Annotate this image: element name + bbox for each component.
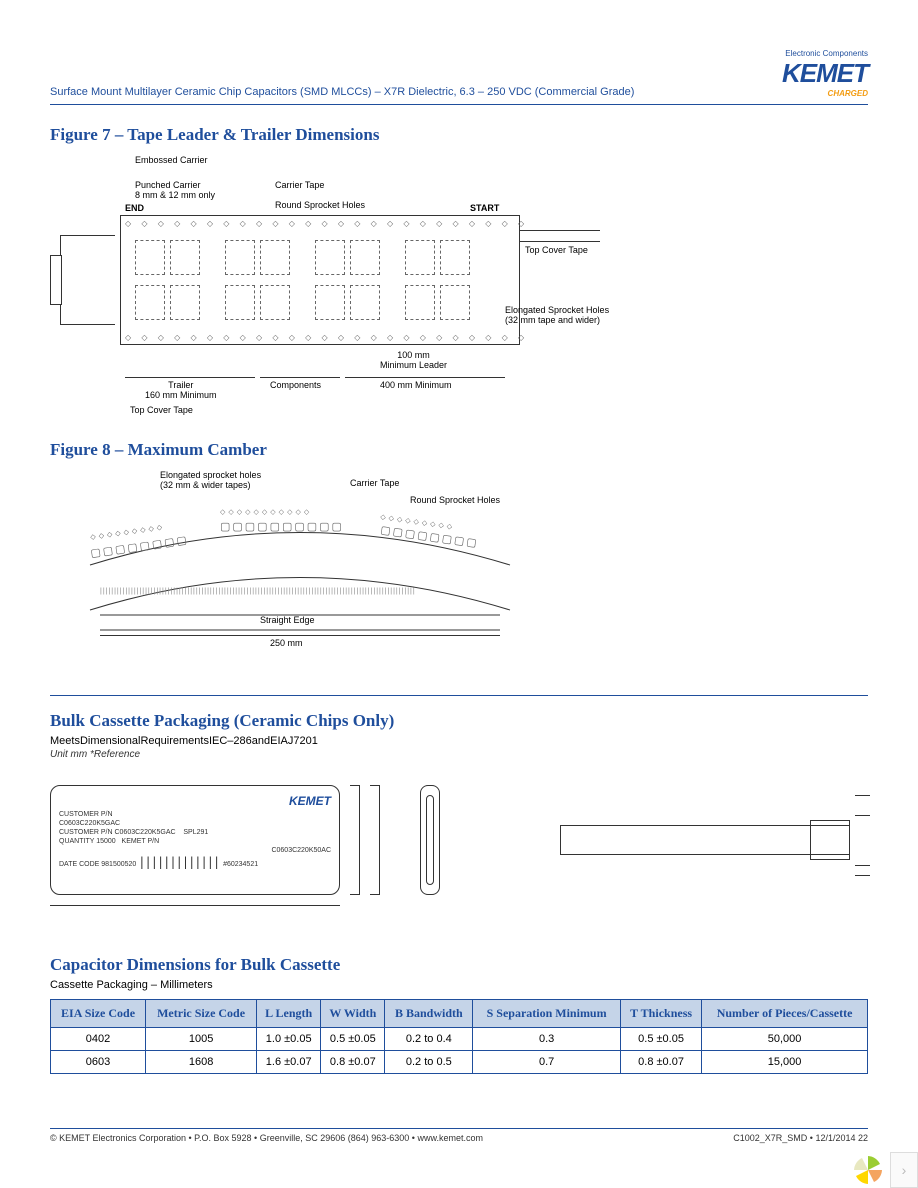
next-page-button[interactable]: › [890,1152,918,1188]
footer-right: C1002_X7R_SMD • 12/1/2014 22 [733,1133,868,1143]
fig8-carrier-tape-label: Carrier Tape [350,478,399,488]
table-header-row: EIA Size Code Metric Size Code L Length … [51,1000,868,1028]
fig7-topcover-l-label: Top Cover Tape [130,405,193,415]
col-eia: EIA Size Code [51,1000,146,1028]
logo: Electronic Components KEMET CHARGED [782,50,868,98]
card-l3: QUANTITY 15000 [59,838,116,845]
card-l1v: C0603C220K5GAC [59,820,120,827]
fig8-diagram: ▢▢▢▢▢▢▢▢ ▢▢▢▢▢▢▢▢▢▢ ▢▢▢▢▢▢▢▢ ◇◇◇◇◇◇◇◇◇ ◇… [50,470,868,670]
chevron-right-icon: › [902,1162,907,1178]
fig7-title: Figure 7 – Tape Leader & Trailer Dimensi… [50,125,868,145]
dims-title: Capacitor Dimensions for Bulk Cassette [50,955,868,975]
col-length: L Length [257,1000,321,1028]
table-row: 0603 1608 1.6 ±0.07 0.8 ±0.07 0.2 to 0.5… [51,1051,868,1074]
cell: 0603 [51,1051,146,1074]
col-bandwidth: B Bandwidth [385,1000,473,1028]
logo-name: KEMET [782,58,868,88]
fig7-carrier-tape-label: Carrier Tape [275,180,324,190]
fig8-straight-edge-label: Straight Edge [260,615,315,625]
fig7-elongated-label: Elongated Sprocket Holes (32 mm tape and… [505,305,609,325]
cell: 0.5 ±0.05 [620,1028,701,1051]
cassette-diagram: KEMET CUSTOMER P/N C0603C220K5GAC CUSTOM… [50,775,868,925]
cell: 1.6 ±0.07 [257,1051,321,1074]
col-thickness: T Thickness [620,1000,701,1028]
pinwheel-icon [850,1152,886,1188]
fig7-start-label: START [470,203,499,213]
cell: 0.2 to 0.4 [385,1028,473,1051]
card-l1: CUSTOMER P/N [59,811,113,818]
cell: 1608 [146,1051,257,1074]
fig8-round-sprocket-label: Round Sprocket Holes [410,495,500,505]
fig7-diagram: ◇ ◇ ◇ ◇ ◇ ◇ ◇ ◇ ◇ ◇ ◇ ◇ ◇ ◇ ◇ ◇ ◇ ◇ ◇ ◇ … [50,155,868,415]
fig8-elongated-label: Elongated sprocket holes (32 mm & wider … [160,470,261,490]
cell: 1005 [146,1028,257,1051]
page-header: Surface Mount Multilayer Ceramic Chip Ca… [50,50,868,105]
cell: 0.2 to 0.5 [385,1051,473,1074]
fig7-trailer-label: Trailer 160 mm Minimum [145,380,217,400]
fig8-dim250-label: 250 mm [270,638,303,648]
fig7-min400-label: 400 mm Minimum [380,380,452,390]
card-brand: KEMET [59,794,331,810]
table-row: 0402 1005 1.0 ±0.05 0.5 ±0.05 0.2 to 0.4… [51,1028,868,1051]
logo-tagline: Electronic Components [782,50,868,58]
fig7-embossed-label: Embossed Carrier [135,155,208,165]
footer-left: © KEMET Electronics Corporation • P.O. B… [50,1133,483,1143]
col-pieces: Number of Pieces/Cassette [702,1000,868,1028]
fig7-topcover-r-label: Top Cover Tape [525,245,588,255]
cell: 15,000 [702,1051,868,1074]
col-separation: S Separation Minimum [473,1000,621,1028]
cell: 0.7 [473,1051,621,1074]
fig8-title: Figure 8 – Maximum Camber [50,440,868,460]
dims-subtitle: Cassette Packaging – Millimeters [50,979,868,991]
cell: 0.5 ±0.05 [321,1028,385,1051]
fig7-leader100-label: 100 mm Minimum Leader [380,350,447,370]
card-spl: SPL291 [183,829,208,836]
card-l4b: #60234521 [223,861,258,868]
bulk-meets: MeetsDimensionalRequirementsIEC–286andEI… [50,735,868,747]
card-l2: CUSTOMER P/N C0603C220K5GAC [59,829,176,836]
dims-table: EIA Size Code Metric Size Code L Length … [50,999,868,1074]
bulk-title: Bulk Cassette Packaging (Ceramic Chips O… [50,711,868,731]
page-footer: © KEMET Electronics Corporation • P.O. B… [50,1128,868,1143]
divider [50,695,868,696]
logo-sub: CHARGED [828,89,868,98]
cell: 0.8 ±0.07 [620,1051,701,1074]
fig7-end-label: END [125,203,144,213]
cell: 0.8 ±0.07 [321,1051,385,1074]
fig7-round-sprocket-label: Round Sprocket Holes [275,200,365,210]
card-l3c: C0603C220K50AC [271,847,331,854]
col-metric: Metric Size Code [146,1000,257,1028]
card-l4: DATE CODE 981500520 [59,861,136,868]
barcode-icon: ||||||||||||| [138,855,219,871]
card-l3b: KEMET P/N [122,838,160,845]
cell: 0.3 [473,1028,621,1051]
col-width: W Width [321,1000,385,1028]
cell: 50,000 [702,1028,868,1051]
doc-title: Surface Mount Multilayer Ceramic Chip Ca… [50,86,634,98]
bulk-unit-note: Unit mm *Reference [50,749,868,760]
cell: 1.0 ±0.05 [257,1028,321,1051]
cell: 0402 [51,1028,146,1051]
fig7-components-label: Components [270,380,321,390]
fig7-punched-label: Punched Carrier 8 mm & 12 mm only [135,180,215,200]
nav-widget: › [850,1152,918,1188]
